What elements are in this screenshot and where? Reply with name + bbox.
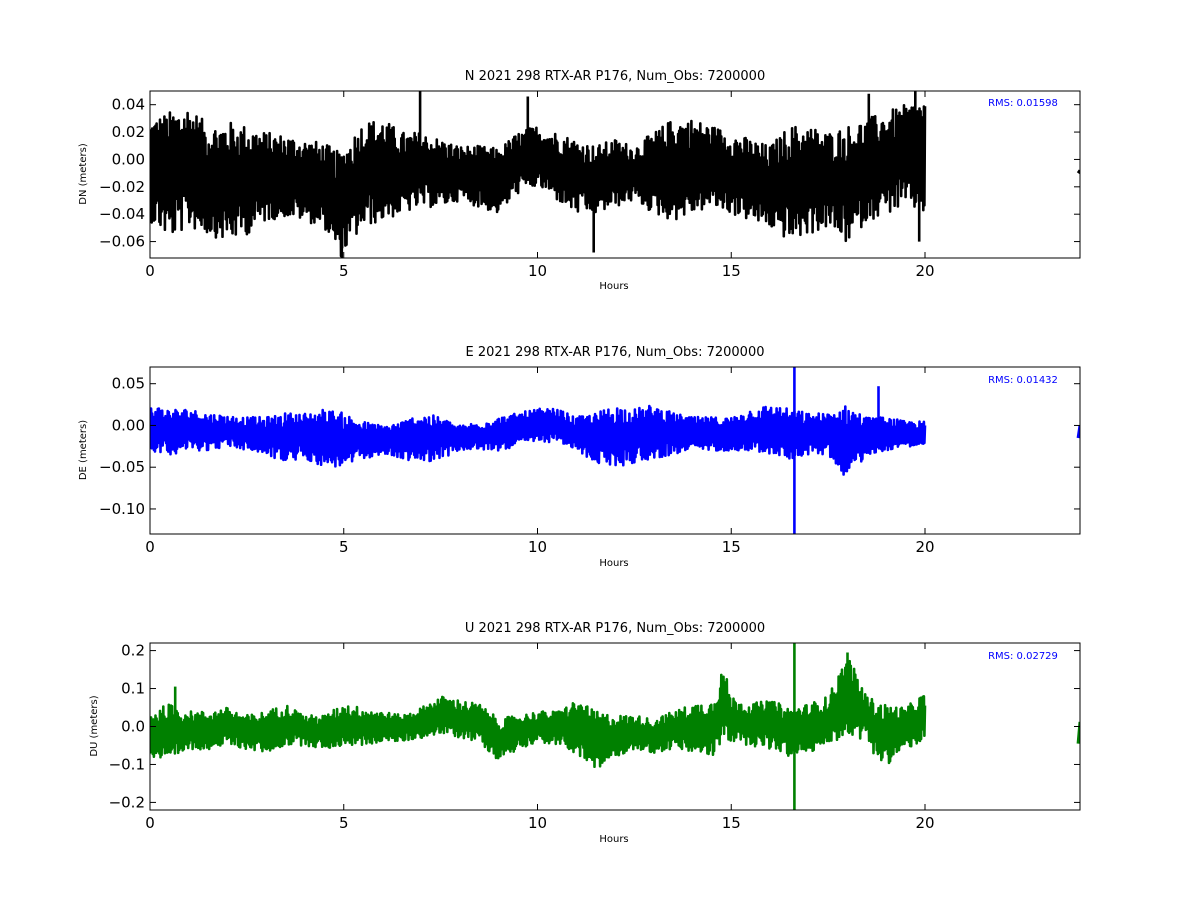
panel-e-rms-annotation: RMS: 0.01432 (988, 375, 1058, 386)
panel-u-plot-area (150, 643, 1080, 810)
panel-u-xlabel: Hours (599, 834, 628, 845)
panel-e-series-trace (150, 404, 927, 476)
panel-u: U 2021 298 RTX-AR P176, Num_Obs: 7200000… (89, 621, 1081, 845)
panel-u-title: U 2021 298 RTX-AR P176, Num_Obs: 7200000 (465, 621, 765, 636)
panel-u-frame (149, 642, 1081, 811)
panel-e: E 2021 298 RTX-AR P176, Num_Obs: 7200000… (78, 345, 1081, 569)
panel-n-y-tick-label: −0.02 (99, 178, 145, 196)
panel-e-y-ticks: −0.10 −0.05 0.00 0.05 (99, 375, 1080, 518)
panel-n-y-tick-label: 0.02 (112, 123, 145, 141)
panel-e-y-tick-label: 0.05 (112, 375, 145, 393)
panel-u-series-trace (150, 659, 927, 768)
panel-e-plot-area (150, 367, 1080, 534)
panel-u-y-tick-label: −0.2 (109, 793, 145, 811)
panel-u-x-tick-label: 20 (915, 814, 934, 832)
panel-n-rms-annotation: RMS: 0.01598 (988, 98, 1058, 109)
panel-n-title: N 2021 298 RTX-AR P176, Num_Obs: 7200000 (465, 69, 765, 84)
panel-e-xlabel: Hours (599, 558, 628, 569)
panel-e-x-tick-label: 10 (528, 538, 547, 556)
panel-n-y-ticks: −0.06 −0.04 −0.02 0.00 0.02 0.04 (99, 96, 1080, 251)
panel-n-plot-area (150, 91, 1080, 258)
panel-n-x-tick-label: 5 (339, 262, 349, 280)
panel-n-series-trace (150, 104, 927, 258)
panel-e-x-tick-label: 20 (915, 538, 934, 556)
panel-u-x-tick-label: 5 (339, 814, 349, 832)
panel-n-x-tick-label: 0 (145, 262, 155, 280)
panel-n-x-tick-label: 10 (528, 262, 547, 280)
panel-u-y-ticks: −0.2 −0.1 0.0 0.1 0.2 (109, 642, 1080, 811)
panel-e-x-tick-label: 15 (722, 538, 741, 556)
panel-e-x-tick-label: 0 (145, 538, 155, 556)
panel-n-x-tick-label: 20 (915, 262, 934, 280)
panel-e-y-tick-label: −0.05 (99, 458, 145, 476)
panel-n: N 2021 298 RTX-AR P176, Num_Obs: 7200000… (78, 69, 1081, 292)
panel-e-x-tick-label: 5 (339, 538, 349, 556)
panel-n-x-ticks: 0 5 10 15 20 (145, 91, 935, 280)
panel-n-y-tick-label: 0.00 (112, 150, 145, 168)
panel-n-frame (149, 90, 1081, 259)
panel-e-ylabel: DE (meters) (78, 420, 89, 480)
panel-u-x-tick-label: 15 (722, 814, 741, 832)
panel-u-rms-annotation: RMS: 0.02729 (988, 651, 1058, 662)
panel-u-x-tick-label: 0 (145, 814, 155, 832)
panel-u-x-ticks: 0 5 10 15 20 (145, 643, 935, 832)
panel-u-y-tick-label: 0.1 (121, 680, 145, 698)
panel-n-y-tick-label: 0.04 (112, 96, 145, 114)
panel-u-y-tick-label: −0.1 (109, 755, 145, 773)
panel-e-title: E 2021 298 RTX-AR P176, Num_Obs: 7200000 (466, 345, 765, 360)
panel-n-y-tick-label: −0.04 (99, 205, 145, 223)
panel-n-x-tick-label: 15 (722, 262, 741, 280)
panel-e-x-ticks: 0 5 10 15 20 (145, 367, 935, 556)
panel-e-y-tick-label: −0.10 (99, 500, 145, 518)
panel-n-xlabel: Hours (599, 281, 628, 292)
panel-u-ylabel: DU (meters) (89, 695, 100, 756)
panel-n-y-tick-label: −0.06 (99, 233, 145, 251)
panel-e-frame (149, 366, 1081, 535)
panel-n-ylabel: DN (meters) (78, 143, 89, 205)
panel-u-y-tick-label: 0.0 (121, 718, 145, 736)
panel-u-y-tick-label: 0.2 (121, 642, 145, 660)
panel-e-y-tick-label: 0.00 (112, 416, 145, 434)
panel-u-x-tick-label: 10 (528, 814, 547, 832)
